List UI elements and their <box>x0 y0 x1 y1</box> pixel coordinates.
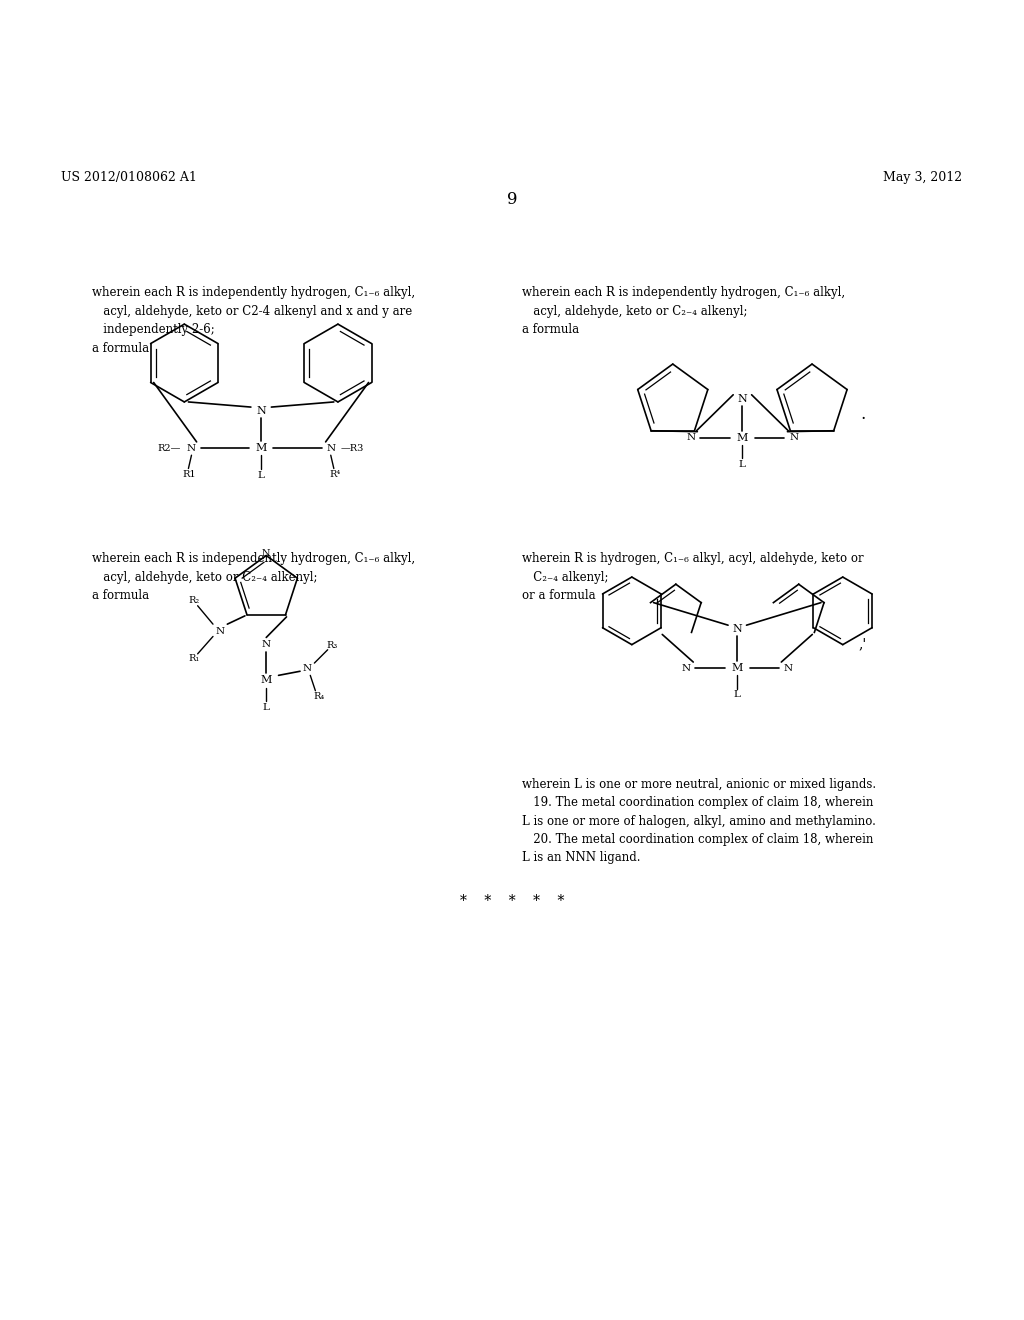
Text: M: M <box>260 676 272 685</box>
Text: wherein each R is independently hydrogen, C₁₋₆ alkyl,: wherein each R is independently hydrogen… <box>92 553 416 565</box>
Text: R₄: R₄ <box>314 693 325 701</box>
Text: M: M <box>255 444 267 453</box>
Text: N: N <box>732 624 742 635</box>
Text: N: N <box>262 640 270 649</box>
Text: N: N <box>682 664 690 673</box>
Text: wherein L is one or more neutral, anionic or mixed ligands.: wherein L is one or more neutral, anioni… <box>522 777 877 791</box>
Text: N: N <box>256 407 266 416</box>
Text: R₁: R₁ <box>188 655 199 664</box>
Text: acyl, aldehyde, keto or C₂₋₄ alkenyl;: acyl, aldehyde, keto or C₂₋₄ alkenyl; <box>92 572 317 583</box>
Text: L is one or more of halogen, alkyl, amino and methylamino.: L is one or more of halogen, alkyl, amin… <box>522 814 877 828</box>
Text: R₃: R₃ <box>327 642 337 651</box>
Text: wherein each R is independently hydrogen, C₁₋₆ alkyl,: wherein each R is independently hydrogen… <box>92 286 416 300</box>
Text: M: M <box>731 663 743 673</box>
Text: C₂₋₄ alkenyl;: C₂₋₄ alkenyl; <box>522 572 608 583</box>
Text: May 3, 2012: May 3, 2012 <box>884 170 963 183</box>
Text: wherein each R is independently hydrogen, C₁₋₆ alkyl,: wherein each R is independently hydrogen… <box>522 286 846 300</box>
Text: N: N <box>737 393 748 404</box>
Text: US 2012/0108062 A1: US 2012/0108062 A1 <box>61 170 198 183</box>
Text: M: M <box>736 433 749 442</box>
Text: *    *    *    *    *: * * * * * <box>460 894 564 908</box>
Text: N: N <box>784 664 793 673</box>
Text: ,': ,' <box>858 638 866 652</box>
Text: N: N <box>303 664 311 673</box>
Text: N: N <box>216 627 224 636</box>
Text: L: L <box>739 459 745 469</box>
Text: wherein R is hydrogen, C₁₋₆ alkyl, acyl, aldehyde, keto or: wherein R is hydrogen, C₁₋₆ alkyl, acyl,… <box>522 553 864 565</box>
Text: 9: 9 <box>507 191 517 209</box>
Text: 20. The metal coordination complex of claim 18, wherein: 20. The metal coordination complex of cl… <box>522 833 873 846</box>
Text: 19. The metal coordination complex of claim 18, wherein: 19. The metal coordination complex of cl… <box>522 796 873 809</box>
Text: independently 2-6;: independently 2-6; <box>92 323 215 337</box>
Text: L: L <box>263 702 269 711</box>
Text: N: N <box>262 549 270 558</box>
Text: —R3: —R3 <box>341 444 365 453</box>
Text: R1: R1 <box>182 470 197 479</box>
Text: N: N <box>790 433 798 442</box>
Text: acyl, aldehyde, keto or C2-4 alkenyl and x and y are: acyl, aldehyde, keto or C2-4 alkenyl and… <box>92 305 413 318</box>
Text: L is an NNN ligand.: L is an NNN ligand. <box>522 851 641 865</box>
Text: acyl, aldehyde, keto or C₂₋₄ alkenyl;: acyl, aldehyde, keto or C₂₋₄ alkenyl; <box>522 305 748 318</box>
Text: N: N <box>327 444 335 453</box>
Text: L: L <box>734 690 740 700</box>
Text: a formula: a formula <box>92 589 150 602</box>
Text: a formula: a formula <box>522 323 580 337</box>
Text: N: N <box>187 444 196 453</box>
Text: .: . <box>860 405 866 422</box>
Text: L: L <box>258 471 264 480</box>
Text: R⁴: R⁴ <box>330 470 340 479</box>
Text: N: N <box>687 433 695 442</box>
Text: a formula: a formula <box>92 342 150 355</box>
Text: R₂: R₂ <box>188 597 199 605</box>
Text: R2—: R2— <box>158 444 181 453</box>
Text: or a formula: or a formula <box>522 589 596 602</box>
